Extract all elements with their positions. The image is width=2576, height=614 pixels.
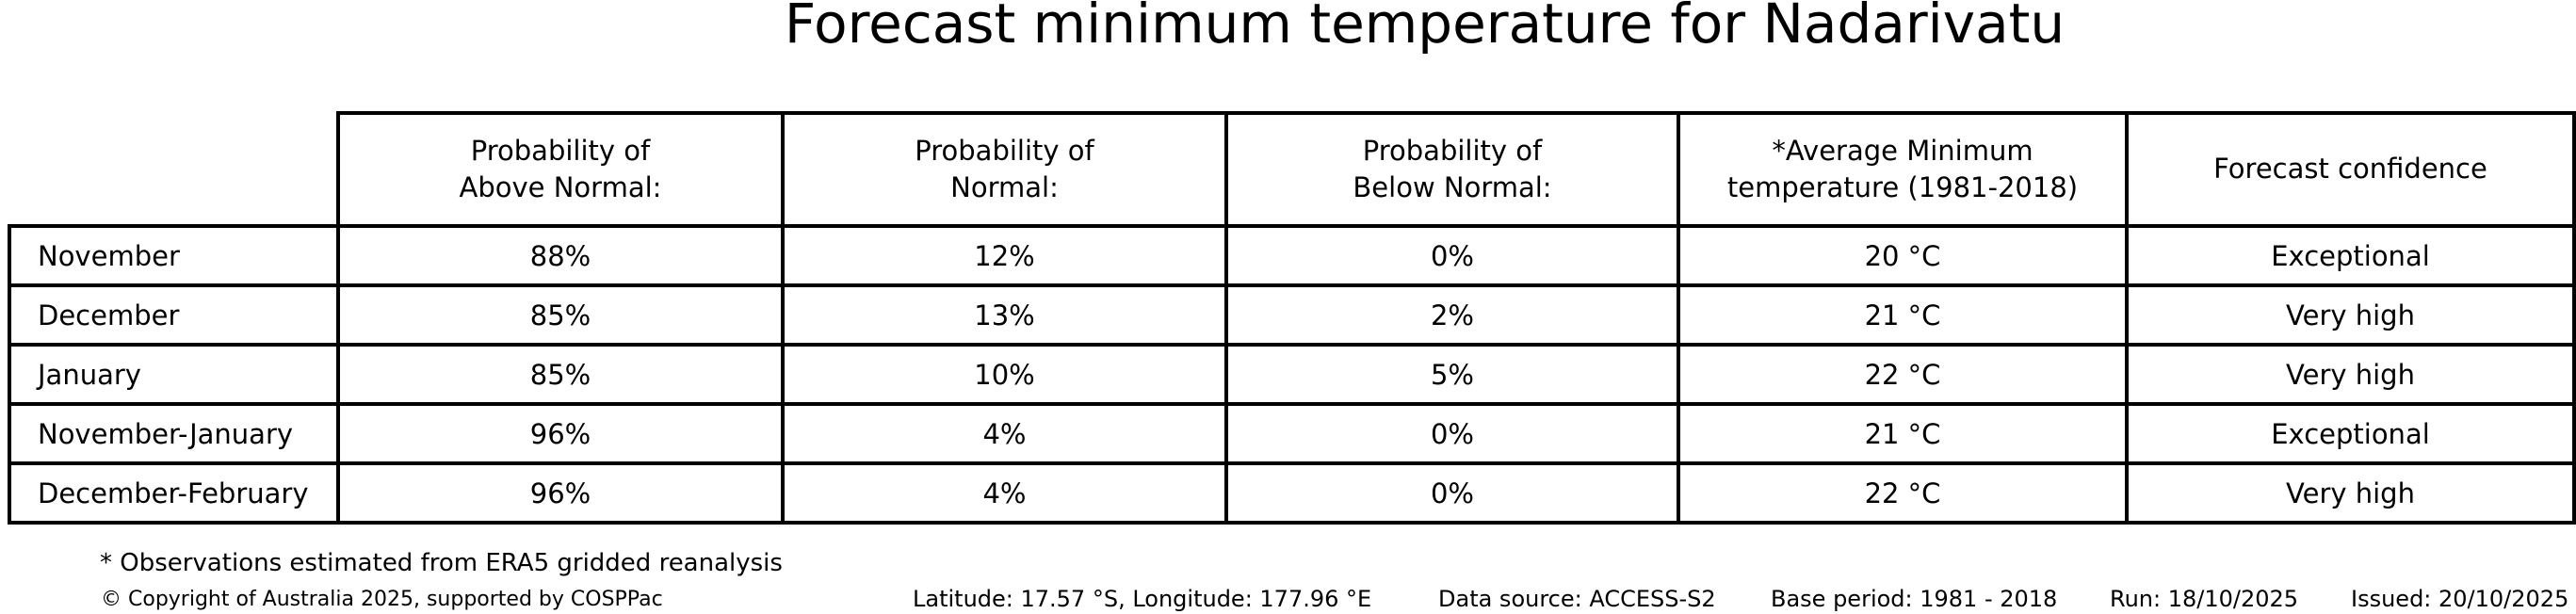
copyright: © Copyright of Australia 2025, supported… xyxy=(101,588,663,611)
data-source: Data source: ACCESS-S2 xyxy=(1438,586,1716,612)
cell-below-normal: 0% xyxy=(1224,402,1680,465)
row-label: December xyxy=(8,283,340,347)
forecast-table: Probability of Above Normal: Probability… xyxy=(8,111,2576,525)
table-row-november-january: November-January 96% 4% 0% 21 °C Excepti… xyxy=(8,402,2576,465)
row-label: January xyxy=(8,343,340,406)
cell-normal: 12% xyxy=(781,224,1228,287)
row-label: November xyxy=(8,224,340,287)
cell-normal: 4% xyxy=(781,402,1228,465)
cell-above-normal: 96% xyxy=(336,461,785,525)
run-date: Run: 18/10/2025 xyxy=(2110,586,2299,612)
cell-forecast-confidence: Exceptional xyxy=(2125,224,2576,287)
table-row-november: November 88% 12% 0% 20 °C Exceptional xyxy=(8,224,2576,287)
header-cell-empty xyxy=(9,113,338,226)
cell-normal: 4% xyxy=(781,461,1228,525)
footnote: * Observations estimated from ERA5 gridd… xyxy=(100,549,783,577)
page-title: Forecast minimum temperature for Nadariv… xyxy=(784,0,2066,56)
cell-average-min-temp: 21 °C xyxy=(1677,283,2129,347)
cell-average-min-temp: 20 °C xyxy=(1677,224,2129,287)
table-row-january: January 85% 10% 5% 22 °C Very high xyxy=(8,343,2576,406)
cell-average-min-temp: 21 °C xyxy=(1677,402,2129,465)
cell-forecast-confidence: Exceptional xyxy=(2125,402,2576,465)
table-row-december: December 85% 13% 2% 21 °C Very high xyxy=(8,283,2576,347)
cell-below-normal: 2% xyxy=(1224,283,1680,347)
header-cell-above-normal: Probability of Above Normal: xyxy=(336,111,785,228)
cell-above-normal: 88% xyxy=(336,224,785,287)
header-cell-average-min-temp: *Average Minimum temperature (1981-2018) xyxy=(1677,111,2129,228)
header-cell-forecast-confidence: Forecast confidence xyxy=(2125,111,2576,228)
cell-forecast-confidence: Very high xyxy=(2125,461,2576,525)
header-cell-normal: Probability of Normal: xyxy=(781,111,1228,228)
issued-date: Issued: 20/10/2025 xyxy=(2351,586,2569,612)
cell-normal: 10% xyxy=(781,343,1228,406)
cell-above-normal: 85% xyxy=(336,343,785,406)
cell-forecast-confidence: Very high xyxy=(2125,283,2576,347)
row-label: December-February xyxy=(8,461,340,525)
cell-below-normal: 5% xyxy=(1224,343,1680,406)
cell-above-normal: 96% xyxy=(336,402,785,465)
cell-normal: 13% xyxy=(781,283,1228,347)
base-period: Base period: 1981 - 2018 xyxy=(1771,586,2058,612)
cell-average-min-temp: 22 °C xyxy=(1677,343,2129,406)
cell-above-normal: 85% xyxy=(336,283,785,347)
header-cell-below-normal: Probability of Below Normal: xyxy=(1224,111,1680,228)
location: Latitude: 17.57 °S, Longitude: 177.96 °E xyxy=(913,586,1372,612)
cell-average-min-temp: 22 °C xyxy=(1677,461,2129,525)
footer-bar: © Copyright of Australia 2025, supported… xyxy=(0,582,2576,612)
header-row: Probability of Above Normal: Probability… xyxy=(9,111,2576,228)
cell-below-normal: 0% xyxy=(1224,224,1680,287)
cell-forecast-confidence: Very high xyxy=(2125,343,2576,406)
cell-below-normal: 0% xyxy=(1224,461,1680,525)
table-row-december-february: December-February 96% 4% 0% 22 °C Very h… xyxy=(8,461,2576,525)
row-label: November-January xyxy=(8,402,340,465)
